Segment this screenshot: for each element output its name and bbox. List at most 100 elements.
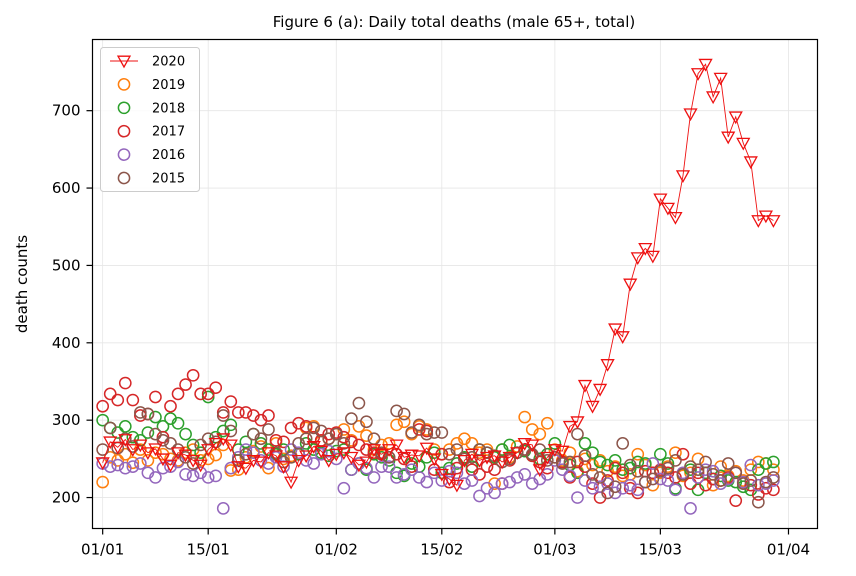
- data-point: [405, 426, 419, 439]
- data-point: [442, 464, 456, 478]
- data-point: [208, 437, 223, 451]
- data-point: [729, 466, 743, 480]
- data-point: [186, 438, 200, 452]
- data-point: [352, 396, 366, 410]
- data-point: [533, 443, 547, 456]
- x-tick-label: 01/02: [315, 541, 358, 559]
- data-point: [201, 387, 215, 401]
- data-point: [284, 450, 298, 464]
- data-point: [699, 478, 712, 492]
- data-point: [616, 481, 630, 495]
- data-point: [141, 454, 155, 467]
- data-point: [751, 215, 766, 228]
- data-point: [601, 486, 614, 500]
- data-point: [654, 464, 667, 478]
- data-point: [698, 58, 713, 72]
- axes: 01/01 15/01 01/02 15/02 01/03 15/03 01/04 200 30…: [52, 102, 810, 559]
- data-point: [578, 437, 592, 450]
- series-2018: [96, 390, 780, 497]
- data-point: [631, 483, 645, 497]
- data-point: [578, 452, 592, 466]
- legend-item: 2019: [117, 78, 185, 93]
- data-point: [751, 495, 765, 509]
- data-point: [262, 423, 275, 436]
- x-tick-label: 15/02: [420, 541, 463, 559]
- data-point: [767, 483, 780, 497]
- data-point: [223, 439, 238, 453]
- data-point: [156, 433, 170, 447]
- data-point: [600, 359, 615, 372]
- legend-label: 2019: [152, 78, 185, 93]
- y-tick-label: 600: [52, 179, 81, 197]
- data-point: [231, 406, 245, 419]
- data-point: [216, 433, 231, 447]
- data-point: [277, 443, 290, 456]
- data-point: [645, 250, 660, 264]
- y-tick-label: 200: [52, 489, 81, 507]
- data-point: [96, 413, 110, 427]
- data-point: [284, 443, 298, 456]
- data-point: [118, 376, 132, 390]
- data-point: [661, 474, 675, 487]
- data-point: [382, 460, 396, 473]
- legend-marker: [117, 171, 131, 185]
- data-point: [216, 409, 230, 422]
- data-point: [262, 461, 275, 475]
- data-point: [179, 446, 192, 460]
- data-point: [623, 458, 637, 472]
- data-point: [118, 434, 133, 447]
- data-point: [103, 460, 117, 473]
- data-point: [111, 458, 125, 472]
- data-point: [239, 406, 253, 419]
- data-point: [186, 368, 200, 382]
- data-point: [179, 427, 192, 441]
- x-tick-label: 01/01: [81, 541, 124, 559]
- y-tick-label: 700: [52, 102, 81, 120]
- data-point: [623, 278, 638, 292]
- data-point: [592, 383, 608, 397]
- data-point: [464, 448, 480, 462]
- x-tick-label: 01/04: [767, 541, 810, 559]
- data-point: [736, 480, 750, 494]
- data-point: [404, 449, 419, 463]
- data-point: [721, 472, 735, 486]
- data-point: [247, 446, 260, 460]
- data-point: [759, 457, 773, 470]
- data-point: [134, 406, 147, 419]
- data-point: [767, 471, 780, 484]
- data-point: [744, 458, 758, 472]
- data-point: [714, 474, 728, 487]
- data-point: [638, 475, 652, 489]
- data-point: [397, 407, 411, 421]
- y-tick-label: 300: [52, 411, 81, 429]
- data-point: [593, 471, 607, 484]
- data-point: [149, 390, 162, 404]
- data-point: [631, 464, 645, 478]
- data-point: [540, 451, 555, 465]
- data-point: [171, 387, 185, 401]
- data-point: [706, 467, 720, 481]
- data-point: [691, 466, 705, 480]
- data-point: [736, 477, 750, 490]
- data-point: [713, 72, 728, 86]
- data-point: [118, 461, 132, 475]
- data-point: [608, 323, 623, 337]
- data-point: [412, 450, 427, 464]
- data-point: [344, 451, 359, 465]
- data-point: [118, 420, 132, 433]
- data-point: [729, 494, 743, 507]
- data-point: [743, 156, 758, 170]
- data-point: [118, 447, 132, 461]
- data-point: [126, 460, 140, 473]
- data-point: [95, 457, 110, 471]
- data-point: [307, 430, 321, 444]
- data-point: [487, 450, 502, 464]
- legend-label: 2018: [152, 101, 185, 116]
- data-point: [397, 415, 411, 429]
- data-point: [615, 331, 630, 344]
- data-point: [472, 454, 487, 468]
- data-point: [556, 463, 569, 477]
- data-point: [458, 477, 471, 490]
- legend: 2020 2019 2018 2017 2016 2015: [100, 47, 200, 192]
